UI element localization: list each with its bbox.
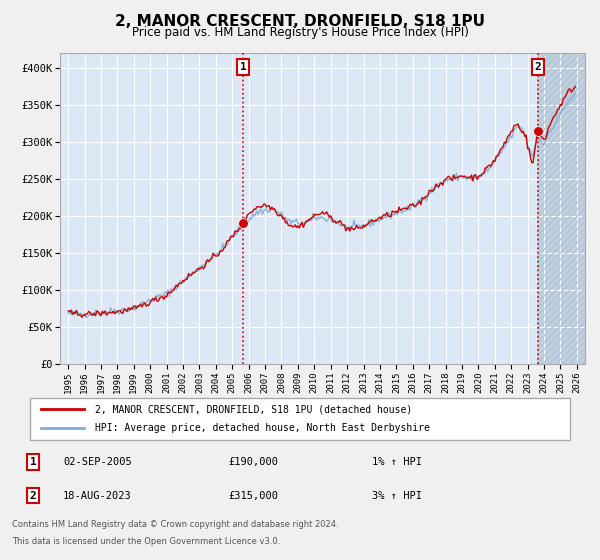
Text: £315,000: £315,000 bbox=[228, 491, 278, 501]
Text: Price paid vs. HM Land Registry's House Price Index (HPI): Price paid vs. HM Land Registry's House … bbox=[131, 26, 469, 39]
Text: 1: 1 bbox=[29, 457, 37, 467]
Text: This data is licensed under the Open Government Licence v3.0.: This data is licensed under the Open Gov… bbox=[12, 537, 280, 546]
Text: 2, MANOR CRESCENT, DRONFIELD, S18 1PU: 2, MANOR CRESCENT, DRONFIELD, S18 1PU bbox=[115, 14, 485, 29]
FancyBboxPatch shape bbox=[30, 398, 570, 440]
Text: HPI: Average price, detached house, North East Derbyshire: HPI: Average price, detached house, Nort… bbox=[95, 423, 430, 433]
Text: 02-SEP-2005: 02-SEP-2005 bbox=[63, 457, 132, 467]
Text: 1% ↑ HPI: 1% ↑ HPI bbox=[372, 457, 422, 467]
Text: 2: 2 bbox=[535, 62, 541, 72]
Text: 18-AUG-2023: 18-AUG-2023 bbox=[63, 491, 132, 501]
Bar bbox=[538, 53, 585, 364]
Text: Contains HM Land Registry data © Crown copyright and database right 2024.: Contains HM Land Registry data © Crown c… bbox=[12, 520, 338, 529]
Text: 1: 1 bbox=[240, 62, 247, 72]
Text: 3% ↑ HPI: 3% ↑ HPI bbox=[372, 491, 422, 501]
Text: £190,000: £190,000 bbox=[228, 457, 278, 467]
Text: 2, MANOR CRESCENT, DRONFIELD, S18 1PU (detached house): 2, MANOR CRESCENT, DRONFIELD, S18 1PU (d… bbox=[95, 404, 412, 414]
Text: 2: 2 bbox=[29, 491, 37, 501]
